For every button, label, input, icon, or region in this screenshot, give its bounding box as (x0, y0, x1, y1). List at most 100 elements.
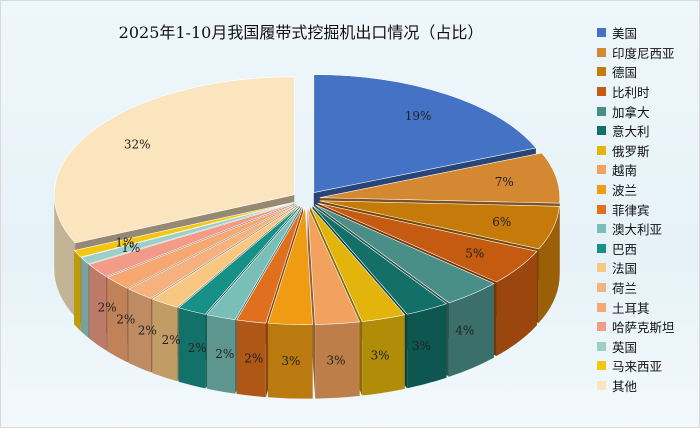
legend-item: 澳大利亚 (597, 219, 697, 239)
legend-item: 荷兰 (597, 278, 697, 298)
legend-swatch (597, 28, 606, 38)
pie-slice-outer-wall (496, 251, 537, 356)
legend: 美国印度尼西亚德国 比利时加拿大意大利俄罗斯越南波兰菲律宾澳大利亚巴西法国 荷兰土耳… (597, 23, 697, 395)
legend-label: 哈萨克斯坦 (612, 320, 675, 336)
data-label: 5% (465, 246, 484, 260)
legend-item: 越南 (597, 160, 697, 180)
legend-label: 美国 (612, 26, 638, 42)
legend-swatch (597, 165, 606, 175)
legend-item: 土耳其 (597, 297, 697, 317)
pie-slice-outer-wall (206, 314, 235, 394)
legend-item: 加拿大 (597, 101, 697, 121)
legend-swatch (597, 204, 606, 214)
pie-slice-德国 (319, 200, 560, 250)
pie-slice-加拿大 (315, 204, 495, 304)
legend-item: 哈萨克斯坦 (597, 317, 697, 337)
legend-item: 巴西 (597, 239, 697, 259)
pie-slice-哈萨克斯坦 (88, 203, 295, 277)
data-label: 1% (115, 235, 134, 249)
data-label: 2% (138, 324, 157, 338)
legend-item: 法国 (597, 258, 697, 278)
legend-swatch (597, 302, 606, 312)
legend-item: 波兰 (597, 180, 697, 200)
data-label: 3% (412, 339, 431, 353)
legend-label: 波兰 (612, 183, 638, 199)
pie-slice-outer-wall (362, 314, 405, 396)
data-label: 2% (244, 351, 263, 365)
pie-slice-outer-wall (315, 321, 360, 399)
data-label: 4% (455, 324, 474, 338)
data-label: 3% (327, 353, 346, 367)
pie-slice-outer-wall (81, 257, 89, 338)
pie-slice-意大利 (312, 205, 448, 315)
legend-item: 比利时 (597, 82, 697, 102)
legend-swatch (597, 224, 606, 234)
data-label: 2% (215, 347, 234, 361)
pie-slice-outer-wall (128, 288, 151, 373)
pie-slice-outer-wall (107, 277, 128, 363)
legend-label: 土耳其 (612, 300, 650, 316)
legend-swatch (597, 126, 606, 136)
pie-slice-outer-wall (89, 264, 107, 351)
legend-label: 巴西 (612, 241, 638, 257)
legend-label: 德国 (612, 65, 638, 81)
legend-swatch (597, 106, 606, 116)
legend-label: 加拿大 (612, 104, 650, 120)
pie-slice-outer-wall (236, 319, 266, 398)
pie-slice-其他 (53, 76, 295, 244)
legend-swatch (597, 243, 606, 253)
legend-label: 越南 (612, 163, 638, 179)
pie-slice-outer-wall (407, 303, 447, 389)
chart-title: 2025年1-10月我国履带式挖掘机出口情况（占比） (118, 23, 484, 42)
pie-slice-印度尼西亚 (319, 152, 561, 204)
pie-slice-俄罗斯 (310, 206, 406, 322)
legend-item: 意大利 (597, 121, 697, 141)
legend-item: 俄罗斯 (597, 141, 697, 161)
legend-item: 德国 (597, 62, 697, 82)
pie-slice-英国 (80, 202, 294, 265)
data-label: 2% (188, 341, 207, 355)
pie-slice-outer-wall (74, 250, 81, 332)
pie-slice-outer-wall (267, 323, 313, 399)
data-label: 7% (495, 175, 514, 189)
legend-item: 美国 (597, 23, 697, 43)
pie-slice-越南 (307, 206, 361, 325)
data-label: 1% (121, 241, 140, 255)
legend-swatch (597, 67, 606, 77)
legend-item: 英国 (597, 337, 697, 357)
pie-slice-outer-wall (448, 283, 494, 377)
legend-label: 印度尼西亚 (612, 45, 675, 61)
legend-swatch (597, 87, 606, 97)
legend-swatch (597, 341, 606, 351)
pie-slice-outer-wall (538, 206, 560, 323)
pie-slice-巴西 (178, 205, 300, 315)
data-label: 2% (162, 333, 181, 347)
pie-slice-outer-wall (178, 307, 206, 389)
legend-item: 其他 (597, 376, 697, 396)
legend-label: 马来西亚 (612, 359, 663, 375)
data-label: 3% (281, 354, 300, 368)
data-label: 2% (116, 313, 135, 327)
data-label: 3% (371, 348, 390, 362)
legend-item: 菲律宾 (597, 199, 697, 219)
legend-label: 菲律宾 (612, 202, 650, 218)
legend-label: 英国 (612, 339, 638, 355)
pie-slice-菲律宾 (236, 206, 304, 324)
data-label: 19% (405, 109, 432, 123)
legend-item: 印度尼西亚 (597, 43, 697, 63)
legend-item: 马来西亚 (597, 356, 697, 376)
legend-label: 澳大利亚 (612, 222, 663, 238)
legend-label: 意大利 (612, 124, 650, 140)
data-label: 2% (98, 300, 117, 314)
legend-label: 俄罗斯 (612, 143, 650, 159)
pie-slice-outer-wall (152, 299, 178, 382)
pie-slice-比利时 (317, 202, 538, 283)
pie-slice-澳大利亚 (206, 206, 302, 320)
pie-slice-土耳其 (106, 203, 296, 289)
data-label: 6% (492, 215, 511, 229)
legend-swatch (597, 361, 606, 371)
data-label: 32% (124, 138, 151, 152)
legend-swatch (597, 185, 606, 195)
legend-label: 法国 (612, 261, 638, 277)
